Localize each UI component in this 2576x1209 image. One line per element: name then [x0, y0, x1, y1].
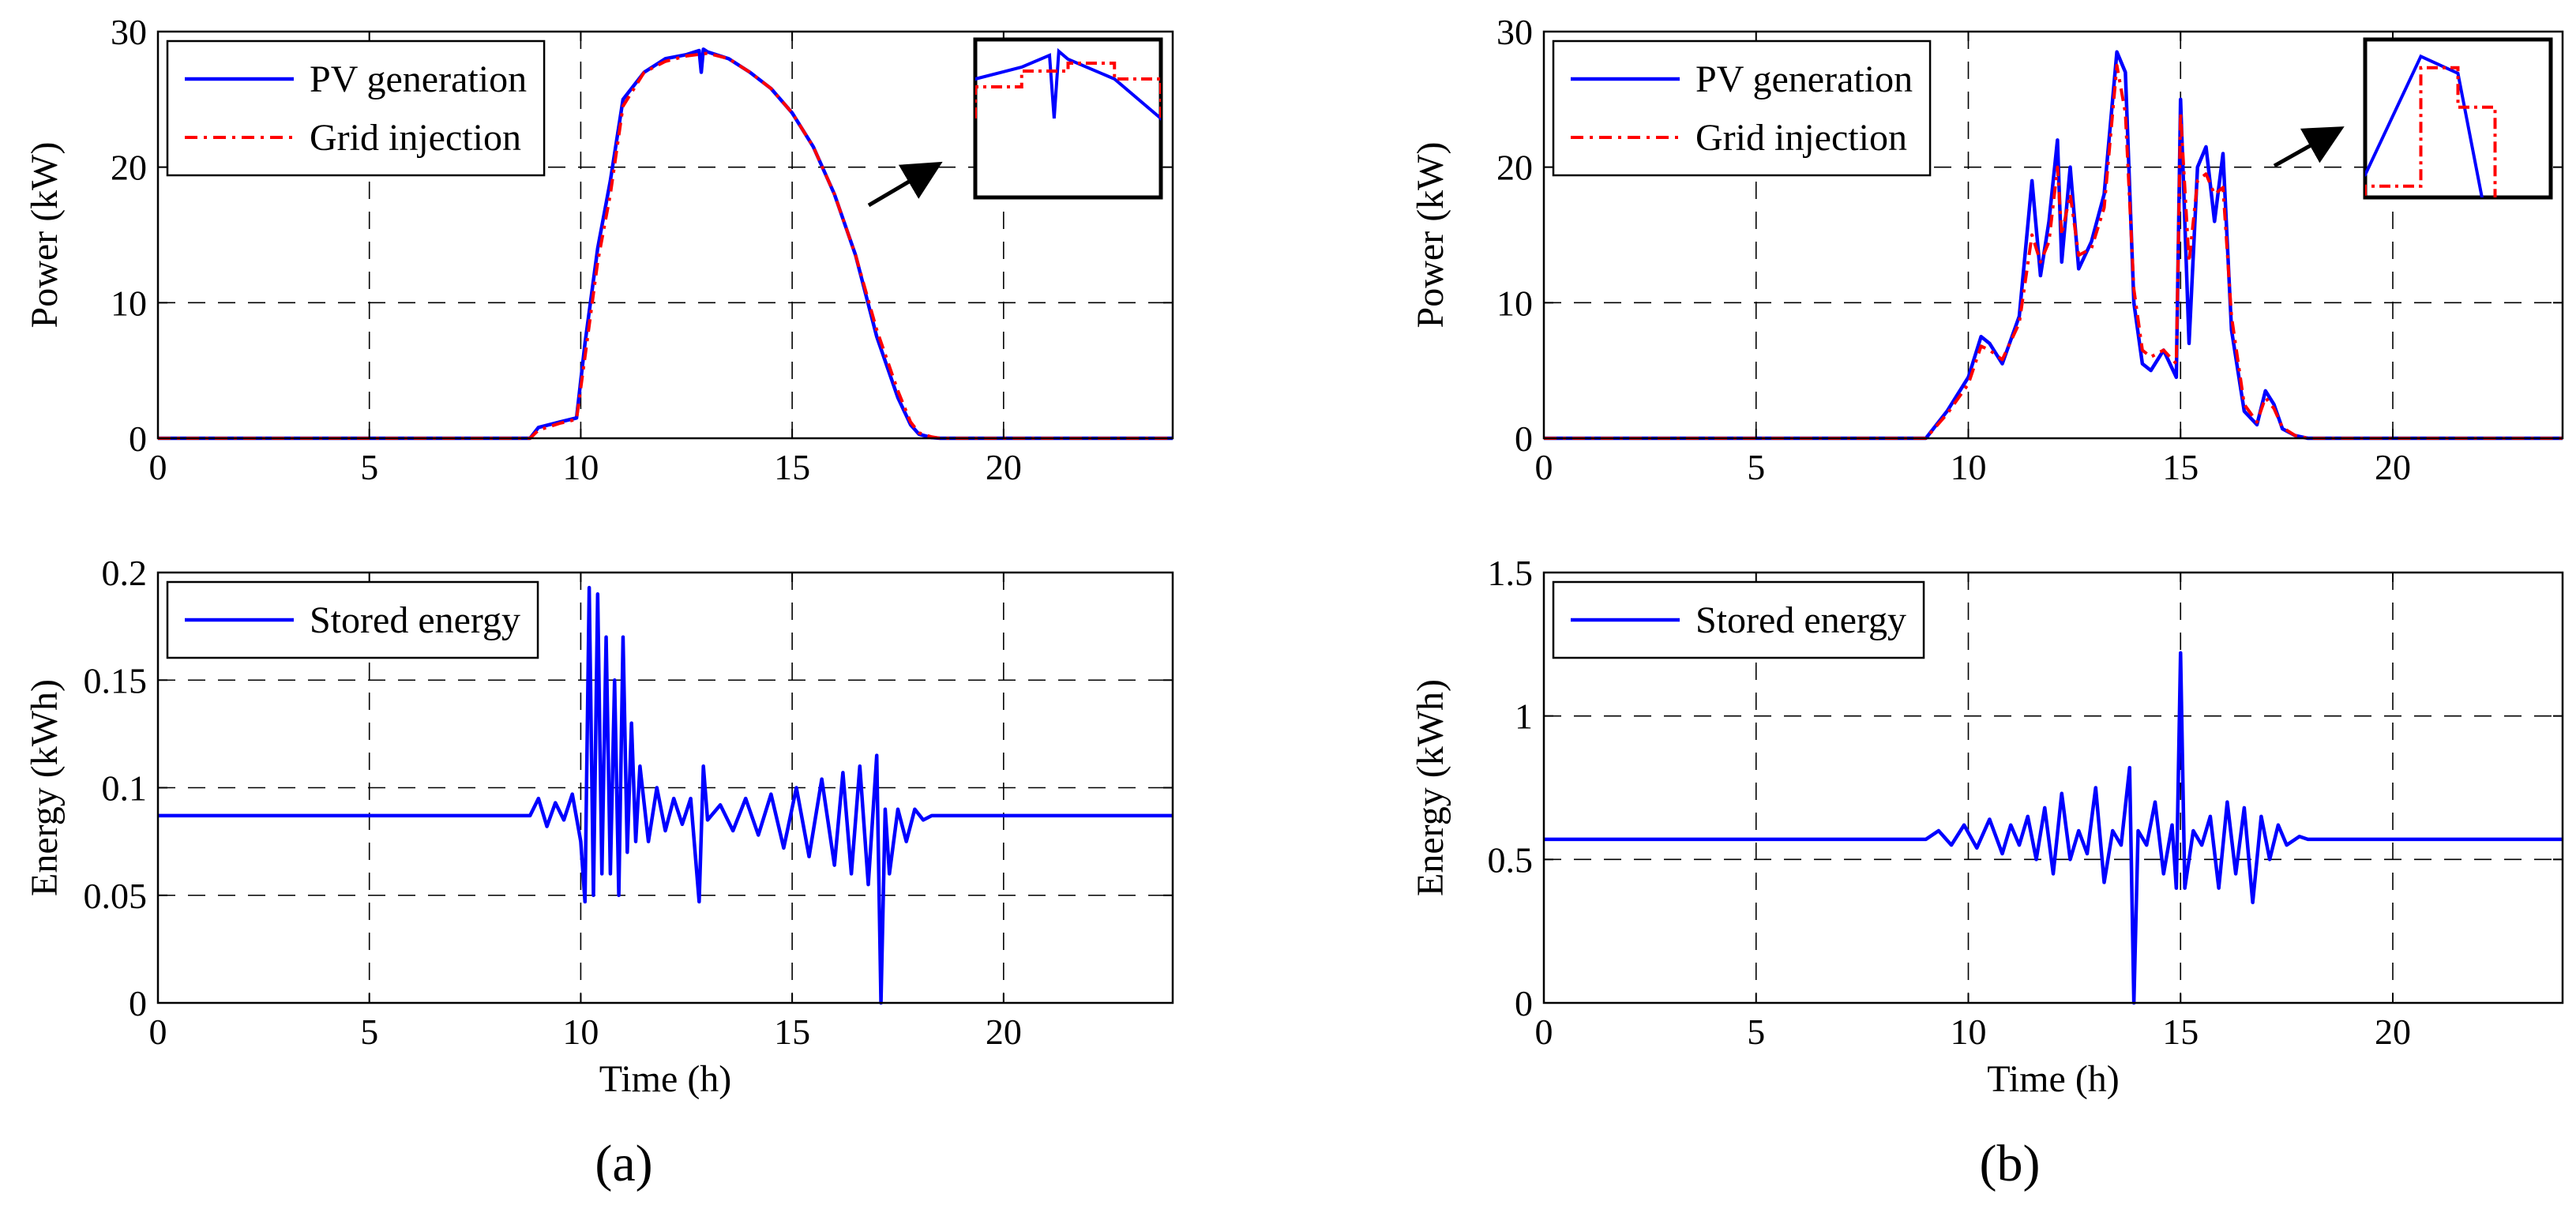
x-tick-label: 5	[1747, 1012, 1765, 1052]
axes-frame	[1542, 30, 2564, 440]
legend-label: PV generation	[1695, 58, 1913, 100]
legend-label: Stored energy	[310, 599, 520, 641]
chart-a-power: 0 5 10 15 20 0 10 20 30 Power (kW) PV generation Gr…	[24, 12, 1174, 487]
y-tick-label: 20	[111, 148, 147, 188]
y-tick-label: 0	[1515, 983, 1533, 1023]
inset-frame	[2363, 37, 2553, 200]
chart-a-energy: 0 5 10 15 20 0 0.05 0.1 0.15 0.2 Energy (kWh) Time …	[24, 553, 1174, 1100]
y-tick-label: 0.2	[102, 553, 148, 593]
legend-label: Grid injection	[1695, 117, 1907, 159]
x-tick-label: 0	[1535, 447, 1553, 487]
x-tick-label: 5	[360, 447, 378, 487]
y-tick-label: 10	[111, 283, 147, 323]
y-tick-label: 0	[1515, 419, 1533, 459]
legend-box	[166, 39, 546, 177]
y-tick-label: 0.15	[84, 660, 148, 700]
y-tick-label: 0	[129, 983, 147, 1023]
x-tick-label: 10	[562, 447, 599, 487]
x-tick-label: 5	[360, 1012, 378, 1052]
legend-label: Grid injection	[310, 117, 521, 159]
legend-label: Stored energy	[1695, 599, 1906, 641]
y-tick-label: 0.1	[102, 768, 148, 809]
x-tick-label: 15	[2162, 1012, 2199, 1052]
y-axis-label: Power (kW)	[1410, 142, 1451, 329]
y-tick-label: 1.5	[1488, 553, 1534, 593]
x-tick-label: 15	[774, 1012, 810, 1052]
zoom-arrow-icon	[2273, 126, 2345, 168]
y-tick-label: 1	[1515, 696, 1533, 737]
y-tick-label: 30	[111, 12, 147, 52]
x-tick-label: 5	[1747, 447, 1765, 487]
legend-label: PV generation	[310, 58, 527, 100]
y-tick-label: 0.5	[1488, 839, 1534, 880]
panel-label-a: (a)	[595, 1135, 652, 1192]
x-tick-label: 10	[1951, 1012, 1987, 1052]
x-tick-label: 0	[149, 1012, 167, 1052]
y-tick-label: 10	[1496, 283, 1533, 323]
y-tick-label: 20	[1496, 148, 1533, 188]
y-tick-label: 0	[129, 419, 147, 459]
x-tick-label: 0	[149, 447, 167, 487]
series-line-stored-energy	[158, 585, 1173, 1005]
x-tick-label: 10	[562, 1012, 599, 1052]
x-axis-label: Time (h)	[1987, 1058, 2120, 1100]
x-tick-label: 20	[986, 447, 1022, 487]
inset-series-line	[975, 47, 1161, 121]
x-tick-label: 15	[774, 447, 810, 487]
y-tick-label: 0.05	[84, 876, 148, 916]
x-tick-label: 20	[2375, 1012, 2411, 1052]
chart-b-power: 0 5 10 15 20 0 10 20 30 Power (kW) PV generation Gr…	[1410, 12, 2564, 487]
x-tick-label: 20	[986, 1012, 1022, 1052]
zoom-arrow-icon	[867, 161, 943, 208]
y-axis-label: Power (kW)	[24, 142, 66, 329]
x-tick-label: 20	[2375, 447, 2411, 487]
y-tick-label: 30	[1496, 12, 1533, 52]
y-axis-label: Energy (kWh)	[1410, 679, 1451, 896]
x-tick-label: 15	[2162, 447, 2199, 487]
x-tick-label: 10	[1951, 447, 1987, 487]
zoom-inset	[973, 37, 1163, 200]
x-tick-label: 0	[1535, 1012, 1553, 1052]
panel-label-b: (b)	[1980, 1135, 2041, 1192]
y-axis-label: Energy (kWh)	[24, 679, 66, 896]
series-line-stored-energy	[1544, 651, 2563, 1005]
axes-frame	[156, 30, 1174, 440]
axes-frame	[1542, 571, 2564, 1004]
chart-b-energy: 0 5 10 15 20 0 0.5 1 1.5 Energy (kWh) Time (h) Stor…	[1410, 553, 2564, 1100]
zoom-inset	[2363, 37, 2553, 200]
series-line-grid-injection	[1544, 63, 2563, 440]
series-line-pv-generation	[1544, 50, 2563, 441]
legend-box	[1552, 39, 1932, 177]
x-axis-label: Time (h)	[599, 1058, 732, 1100]
